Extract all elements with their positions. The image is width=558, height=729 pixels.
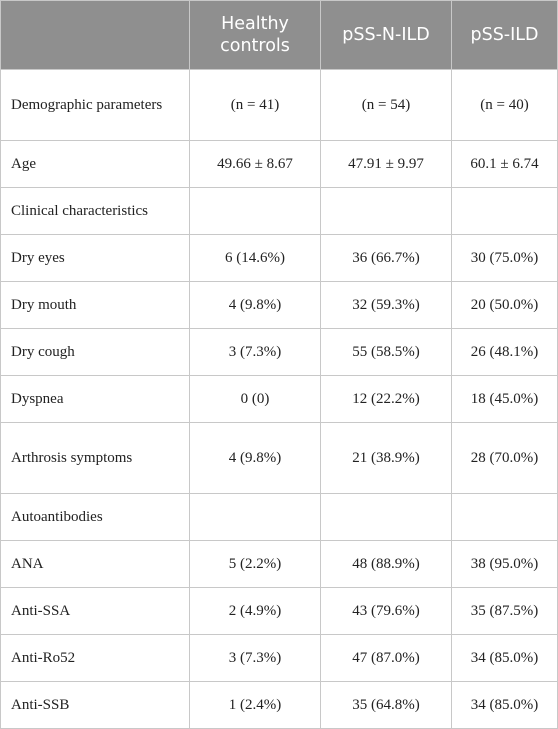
row-label: ANA xyxy=(0,540,190,588)
row-value-pss-n-ild: 36 (66.7%) xyxy=(320,234,452,282)
row-label: Anti-SSB xyxy=(0,681,190,729)
row-value-pss-n-ild: 47.91 ± 9.97 xyxy=(320,140,452,188)
table-row: Clinical characteristics xyxy=(0,187,558,235)
row-value-pss-n-ild: 55 (58.5%) xyxy=(320,328,452,376)
row-value-pss-ild xyxy=(451,187,558,235)
row-value-pss-ild: 34 (85.0%) xyxy=(451,681,558,729)
header-row: Healthy controls pSS-N-ILD pSS-ILD xyxy=(0,0,558,70)
table-row: Arthrosis symptoms 4 (9.8%) 21 (38.9%) 28 (… xyxy=(0,422,558,494)
row-value-pss-n-ild: 48 (88.9%) xyxy=(320,540,452,588)
table-row: Anti-Ro52 3 (7.3%) 47 (87.0%) 34 (85.0%) xyxy=(0,634,558,682)
row-label: Anti-SSA xyxy=(0,587,190,635)
row-value-pss-ild: 34 (85.0%) xyxy=(451,634,558,682)
row-value-pss-ild: 26 (48.1%) xyxy=(451,328,558,376)
row-value-pss-ild: 18 (45.0%) xyxy=(451,375,558,423)
row-value-healthy-controls: 3 (7.3%) xyxy=(189,328,321,376)
row-value-pss-ild: 30 (75.0%) xyxy=(451,234,558,282)
table-row: Age 49.66 ± 8.67 47.91 ± 9.97 60.1 ± 6.74 xyxy=(0,140,558,188)
header-pss-ild: pSS-ILD xyxy=(451,0,558,70)
row-value-pss-ild: 60.1 ± 6.74 xyxy=(451,140,558,188)
row-value-pss-n-ild: 21 (38.9%) xyxy=(320,422,452,494)
row-value-pss-ild: (n = 40) xyxy=(451,69,558,141)
row-value-pss-n-ild xyxy=(320,493,452,541)
row-value-healthy-controls: 5 (2.2%) xyxy=(189,540,321,588)
row-value-healthy-controls: 4 (9.8%) xyxy=(189,422,321,494)
row-value-pss-n-ild: (n = 54) xyxy=(320,69,452,141)
header-healthy-controls: Healthy controls xyxy=(189,0,321,70)
table-row: Anti-SSA 2 (4.9%) 43 (79.6%) 35 (87.5%) xyxy=(0,587,558,635)
row-label: Autoantibodies xyxy=(0,493,190,541)
table-row: Dry mouth 4 (9.8%) 32 (59.3%) 20 (50.0%) xyxy=(0,281,558,329)
row-label: Anti-Ro52 xyxy=(0,634,190,682)
table-row: Demographic parameters (n = 41) (n = 54) (n… xyxy=(0,69,558,141)
row-value-healthy-controls: 1 (2.4%) xyxy=(189,681,321,729)
row-value-healthy-controls: 3 (7.3%) xyxy=(189,634,321,682)
row-label: Demographic parameters xyxy=(0,69,190,141)
row-value-pss-n-ild: 32 (59.3%) xyxy=(320,281,452,329)
row-value-pss-ild xyxy=(451,493,558,541)
row-value-pss-n-ild: 47 (87.0%) xyxy=(320,634,452,682)
table-row: Dry eyes 6 (14.6%) 36 (66.7%) 30 (75.0%) xyxy=(0,234,558,282)
row-label: Dry mouth xyxy=(0,281,190,329)
row-value-pss-ild: 28 (70.0%) xyxy=(451,422,558,494)
header-pss-n-ild: pSS-N-ILD xyxy=(320,0,452,70)
table-row: Dry cough 3 (7.3%) 55 (58.5%) 26 (48.1%) xyxy=(0,328,558,376)
header-cell-empty xyxy=(0,0,190,70)
table-row: Autoantibodies xyxy=(0,493,558,541)
row-value-pss-ild: 38 (95.0%) xyxy=(451,540,558,588)
row-value-pss-ild: 35 (87.5%) xyxy=(451,587,558,635)
row-value-healthy-controls: 0 (0) xyxy=(189,375,321,423)
row-value-healthy-controls xyxy=(189,187,321,235)
row-value-healthy-controls xyxy=(189,493,321,541)
row-value-pss-n-ild xyxy=(320,187,452,235)
row-label: Age xyxy=(0,140,190,188)
row-value-healthy-controls: 49.66 ± 8.67 xyxy=(189,140,321,188)
row-value-pss-n-ild: 35 (64.8%) xyxy=(320,681,452,729)
row-label: Dry cough xyxy=(0,328,190,376)
table-row: ANA 5 (2.2%) 48 (88.9%) 38 (95.0%) xyxy=(0,540,558,588)
row-label: Arthrosis symptoms xyxy=(0,422,190,494)
row-value-healthy-controls: 4 (9.8%) xyxy=(189,281,321,329)
row-value-pss-n-ild: 12 (22.2%) xyxy=(320,375,452,423)
row-value-healthy-controls: (n = 41) xyxy=(189,69,321,141)
row-value-healthy-controls: 6 (14.6%) xyxy=(189,234,321,282)
row-label: Dry eyes xyxy=(0,234,190,282)
row-value-pss-n-ild: 43 (79.6%) xyxy=(320,587,452,635)
row-label: Clinical characteristics xyxy=(0,187,190,235)
row-value-pss-ild: 20 (50.0%) xyxy=(451,281,558,329)
row-value-healthy-controls: 2 (4.9%) xyxy=(189,587,321,635)
table-row: Anti-SSB 1 (2.4%) 35 (64.8%) 34 (85.0%) xyxy=(0,681,558,729)
row-label: Dyspnea xyxy=(0,375,190,423)
table-row: Dyspnea 0 (0) 12 (22.2%) 18 (45.0%) xyxy=(0,375,558,423)
